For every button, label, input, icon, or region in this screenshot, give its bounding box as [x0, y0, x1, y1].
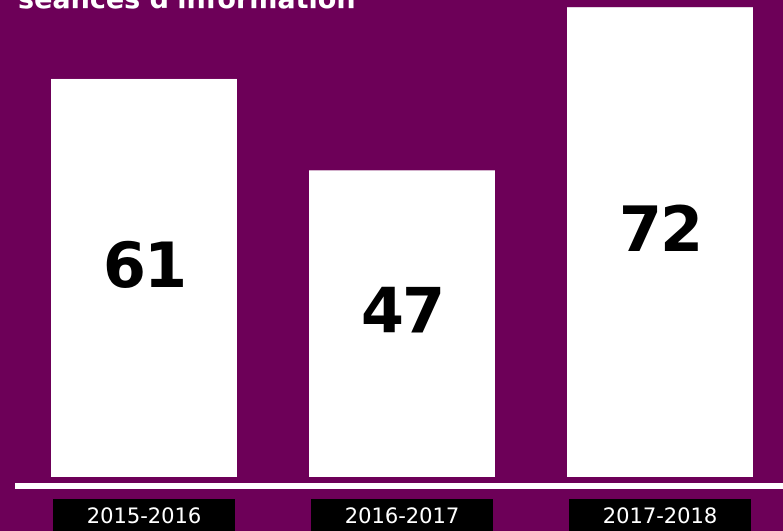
value-label: 61: [103, 229, 185, 302]
category-box: [311, 499, 493, 531]
value-label: 47: [361, 275, 443, 348]
x-tick-label: 2017-2018: [603, 504, 717, 528]
bar: [309, 170, 495, 477]
category-box: [53, 499, 235, 531]
bar: [567, 7, 753, 478]
x-tick-label: 2016-2017: [345, 504, 459, 528]
value-label: 72: [619, 193, 701, 266]
baseline: [15, 483, 783, 489]
bar: [51, 78, 237, 477]
chart-title: séances d'information: [18, 0, 356, 15]
category-box: [569, 499, 751, 531]
x-tick-label: 2015-2016: [87, 504, 201, 528]
